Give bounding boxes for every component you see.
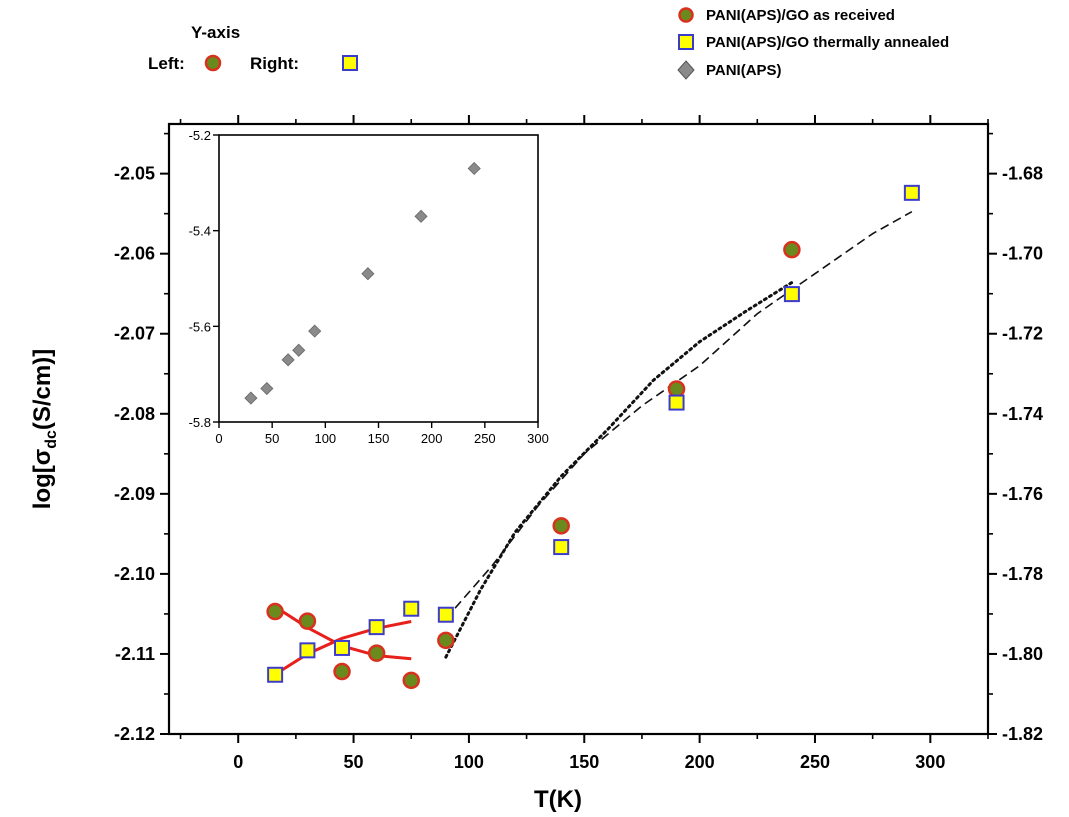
as-received-point xyxy=(298,612,317,630)
fit-line-solid xyxy=(274,620,412,676)
x-tick-label: 100 xyxy=(454,752,484,772)
y-right-tick-label: -1.72 xyxy=(1002,324,1043,344)
axis-legend-right-marker xyxy=(342,55,358,71)
axis-legend-left-marker xyxy=(204,54,222,72)
x-tick-label: 300 xyxy=(915,752,945,772)
inset-y-tick-label: -5.6 xyxy=(189,319,211,334)
y-left-tick-label: -2.10 xyxy=(114,564,155,584)
legend-label-as-received: PANI(APS)/GO as received xyxy=(706,7,895,24)
pani-point xyxy=(281,353,295,367)
y-right-tick-label: -1.68 xyxy=(1002,164,1043,184)
y-axis-title-left: log[σdc(S/cm)] xyxy=(29,349,60,509)
x-tick-label: 150 xyxy=(569,752,599,772)
annealed-point xyxy=(267,666,284,683)
as-received-point xyxy=(437,631,455,650)
y-right-tick-label: -1.82 xyxy=(1002,724,1043,744)
y-left-tick-label: -2.06 xyxy=(114,244,155,264)
fit-line-dotted xyxy=(444,281,794,659)
pani-point xyxy=(244,391,258,405)
x-tick-label: 0 xyxy=(233,752,243,772)
inset-axis-ticks: 0 50 100 150 200 250 300 -5.8 -5.6 -5.4 -5.2 xyxy=(189,128,549,446)
x-tick-label: 200 xyxy=(685,752,715,772)
x-tick-label: 250 xyxy=(800,752,830,772)
as-received-point xyxy=(783,240,801,259)
pani-point xyxy=(308,324,322,338)
inset-y-tick-label: -5.2 xyxy=(189,128,211,143)
inset-x-tick-label: 150 xyxy=(368,431,390,446)
annealed-point xyxy=(668,394,685,411)
axis-legend-title: Y-axis xyxy=(191,23,240,42)
y-right-tick-label: -1.78 xyxy=(1002,564,1043,584)
annealed-point xyxy=(553,539,570,556)
legend-marker-as-received xyxy=(678,7,694,23)
annealed-point xyxy=(783,286,800,303)
y-left-tick-label: -2.12 xyxy=(114,724,155,744)
inset-x-tick-label: 0 xyxy=(215,431,222,446)
annealed-point xyxy=(368,619,385,636)
annealed-point xyxy=(437,606,454,623)
y-left-tick-label: -2.11 xyxy=(115,644,155,664)
inset-x-tick-label: 300 xyxy=(527,431,549,446)
inset-plot-frame xyxy=(218,134,539,423)
inset-x-tick-label: 200 xyxy=(421,431,443,446)
as-received-point xyxy=(552,517,570,535)
pani-point xyxy=(260,381,274,396)
inset-y-tick-label: -5.8 xyxy=(189,415,211,430)
annealed-point xyxy=(903,184,920,201)
as-received-point xyxy=(266,602,284,621)
legend-label-annealed: PANI(APS)/GO thermally annealed xyxy=(706,34,949,51)
pani-point xyxy=(414,209,428,223)
inset-x-tick-label: 250 xyxy=(474,431,496,446)
y-right-tick-label: -1.76 xyxy=(1002,484,1043,504)
annealed-point xyxy=(334,639,351,656)
series-legend: PANI(APS)/GO as received PANI(APS)/GO th… xyxy=(677,7,949,80)
inset-x-tick-label: 100 xyxy=(314,431,336,446)
y-left-tick-label: -2.05 xyxy=(114,164,155,184)
inset-data-points xyxy=(244,161,481,405)
y-left-tick-label: -2.08 xyxy=(114,404,155,424)
inset-x-tick-label: 50 xyxy=(265,431,279,446)
axis-legend: Y-axis Left: Right: xyxy=(148,23,358,73)
axis-legend-left-label: Left: xyxy=(148,54,185,73)
y-right-tick-label: -1.70 xyxy=(1002,244,1043,264)
y-left-tick-label: -2.09 xyxy=(114,484,155,504)
as-received-point xyxy=(402,671,420,690)
as-received-point xyxy=(333,662,351,681)
x-axis-title: T(K) xyxy=(534,786,582,813)
pani-point xyxy=(361,267,375,281)
as-received-point xyxy=(667,380,686,398)
pani-point xyxy=(292,343,306,357)
inset-y-tick-label: -5.4 xyxy=(189,224,211,239)
annealed-point xyxy=(403,600,420,617)
legend-marker-pani xyxy=(677,60,695,80)
y-right-tick-label: -1.74 xyxy=(1002,404,1043,424)
pani-point xyxy=(467,161,481,176)
legend-label-pani: PANI(APS) xyxy=(706,62,782,79)
as-received-point xyxy=(367,644,386,662)
x-tick-label: 50 xyxy=(344,752,364,772)
axis-legend-right-label: Right: xyxy=(250,54,299,73)
annealed-point xyxy=(299,642,316,659)
main-data-points xyxy=(266,184,920,690)
legend-marker-annealed xyxy=(678,34,694,50)
main-plot-frame xyxy=(167,122,990,736)
y-right-tick-label: -1.80 xyxy=(1002,644,1043,664)
y-left-tick-label: -2.07 xyxy=(114,324,155,344)
main-axis-ticks: 0 50 100 150 200 250 300 -2.12 -2.11 -2.10 -2.09 -2… xyxy=(114,115,1043,772)
